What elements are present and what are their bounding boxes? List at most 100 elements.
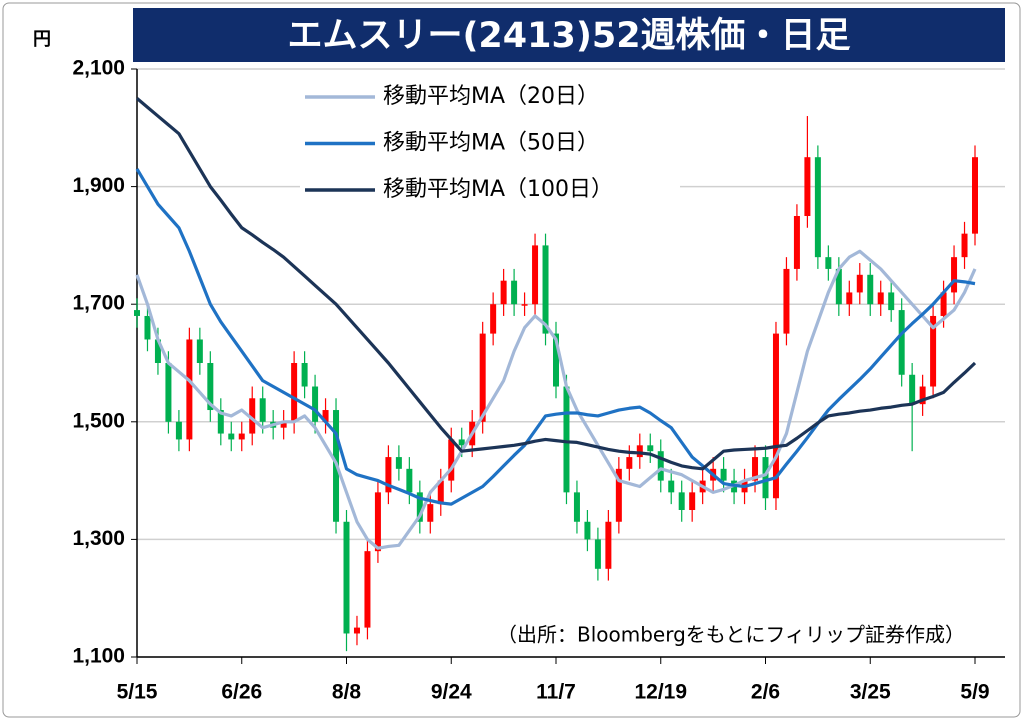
chart-title: エムスリー(2413)52週株価・日足 — [287, 16, 850, 56]
x-tick-label: 5/15 — [117, 681, 158, 704]
candle-body — [511, 280, 518, 305]
candle-body — [553, 333, 559, 387]
y-tick-label: 2,100 — [72, 57, 125, 80]
x-tick-label: 5/9 — [960, 681, 989, 704]
candle-body — [343, 521, 350, 634]
candle-body — [416, 492, 423, 522]
ma-line — [135, 97, 977, 471]
candle-body — [144, 315, 151, 340]
candle-body — [804, 157, 811, 216]
candle-body — [846, 292, 853, 305]
candle-body — [500, 280, 507, 305]
y-tick-label: 1,900 — [72, 174, 125, 197]
candle-body — [835, 268, 842, 305]
candle-body — [291, 363, 298, 422]
candle-body — [521, 304, 528, 306]
y-unit: 円 — [33, 29, 51, 50]
candle-body — [301, 363, 308, 387]
candle-body — [542, 245, 549, 334]
candle-body — [353, 627, 360, 634]
candle-body — [930, 315, 937, 387]
legend-label: 移動平均MA（20日） — [383, 84, 599, 109]
candle-body — [762, 457, 769, 499]
candle-body — [909, 374, 916, 405]
candle-body — [752, 457, 759, 481]
candle-body — [479, 333, 486, 422]
candle-body — [385, 457, 392, 493]
candle-body — [825, 257, 832, 269]
candle-body — [647, 445, 654, 452]
candle-body — [228, 433, 235, 440]
candle-body — [573, 492, 580, 522]
x-tick-label: 11/7 — [536, 681, 576, 704]
candle-body — [783, 268, 790, 334]
candle-body — [186, 339, 193, 440]
ma-line — [135, 168, 976, 506]
candle-body — [374, 492, 381, 552]
x-tick-label: 8/8 — [332, 681, 362, 704]
candle-body — [249, 398, 256, 434]
candle-body — [793, 216, 800, 269]
candle-body — [772, 333, 779, 499]
y-tick-label: 1,700 — [72, 292, 125, 315]
candle-body — [940, 292, 947, 316]
x-tick-label: 6/26 — [221, 681, 262, 704]
candle-body — [165, 363, 172, 422]
candle-body — [448, 439, 455, 481]
candle-body — [898, 310, 905, 375]
y-tick-label: 1,100 — [72, 645, 125, 668]
candle-body — [919, 386, 926, 405]
candle-body — [961, 233, 968, 258]
ma-line — [135, 249, 977, 550]
candle-body — [972, 157, 978, 234]
candle-body — [196, 339, 203, 363]
candle-body — [605, 521, 612, 569]
candle-body — [678, 492, 685, 510]
candle-body — [427, 504, 434, 522]
x-tick-label: 9/24 — [431, 681, 472, 704]
candle-body — [814, 157, 821, 258]
candle-body — [490, 304, 497, 334]
candle-body — [720, 468, 727, 481]
candle-body — [312, 386, 319, 422]
candle-body — [668, 480, 675, 493]
x-tick-label: 3/25 — [850, 681, 891, 704]
candle-body — [406, 468, 413, 493]
x-tick-label: 12/19 — [634, 681, 687, 704]
candle-body — [458, 439, 465, 446]
candle-body — [626, 457, 633, 469]
candle-body — [594, 539, 601, 569]
candle-body — [584, 521, 591, 540]
candle-body — [951, 257, 958, 293]
x-tick-label: 2/6 — [751, 681, 780, 704]
y-tick-label: 1,500 — [72, 409, 125, 432]
candle-body — [207, 363, 214, 411]
candle-body — [217, 410, 224, 434]
candle-body — [615, 468, 622, 522]
legend-label: 移動平均MA（50日） — [383, 131, 599, 156]
candle-body — [280, 421, 287, 428]
candle-body — [259, 398, 266, 422]
candle-body — [856, 274, 863, 293]
title-banner — [133, 8, 1005, 62]
candle-body — [238, 433, 245, 440]
candle-body — [867, 274, 874, 305]
candle-body — [657, 451, 664, 481]
candle-body — [532, 245, 539, 305]
candle-body — [364, 551, 371, 628]
legend-label: 移動平均MA（100日） — [383, 177, 613, 202]
candle-body — [636, 445, 643, 458]
candle-body — [437, 480, 444, 505]
candle-body — [154, 339, 161, 363]
candle-body — [134, 310, 140, 316]
candle-body — [563, 386, 570, 493]
source-note: （出所：Bloombergをもとにフィリップ証券作成） — [497, 623, 965, 647]
y-tick-label: 1,300 — [72, 527, 125, 550]
candle-body — [175, 421, 182, 440]
candle-body — [322, 410, 329, 422]
candle-body — [395, 457, 402, 469]
candle-body — [689, 492, 696, 510]
candle-body — [877, 292, 884, 305]
